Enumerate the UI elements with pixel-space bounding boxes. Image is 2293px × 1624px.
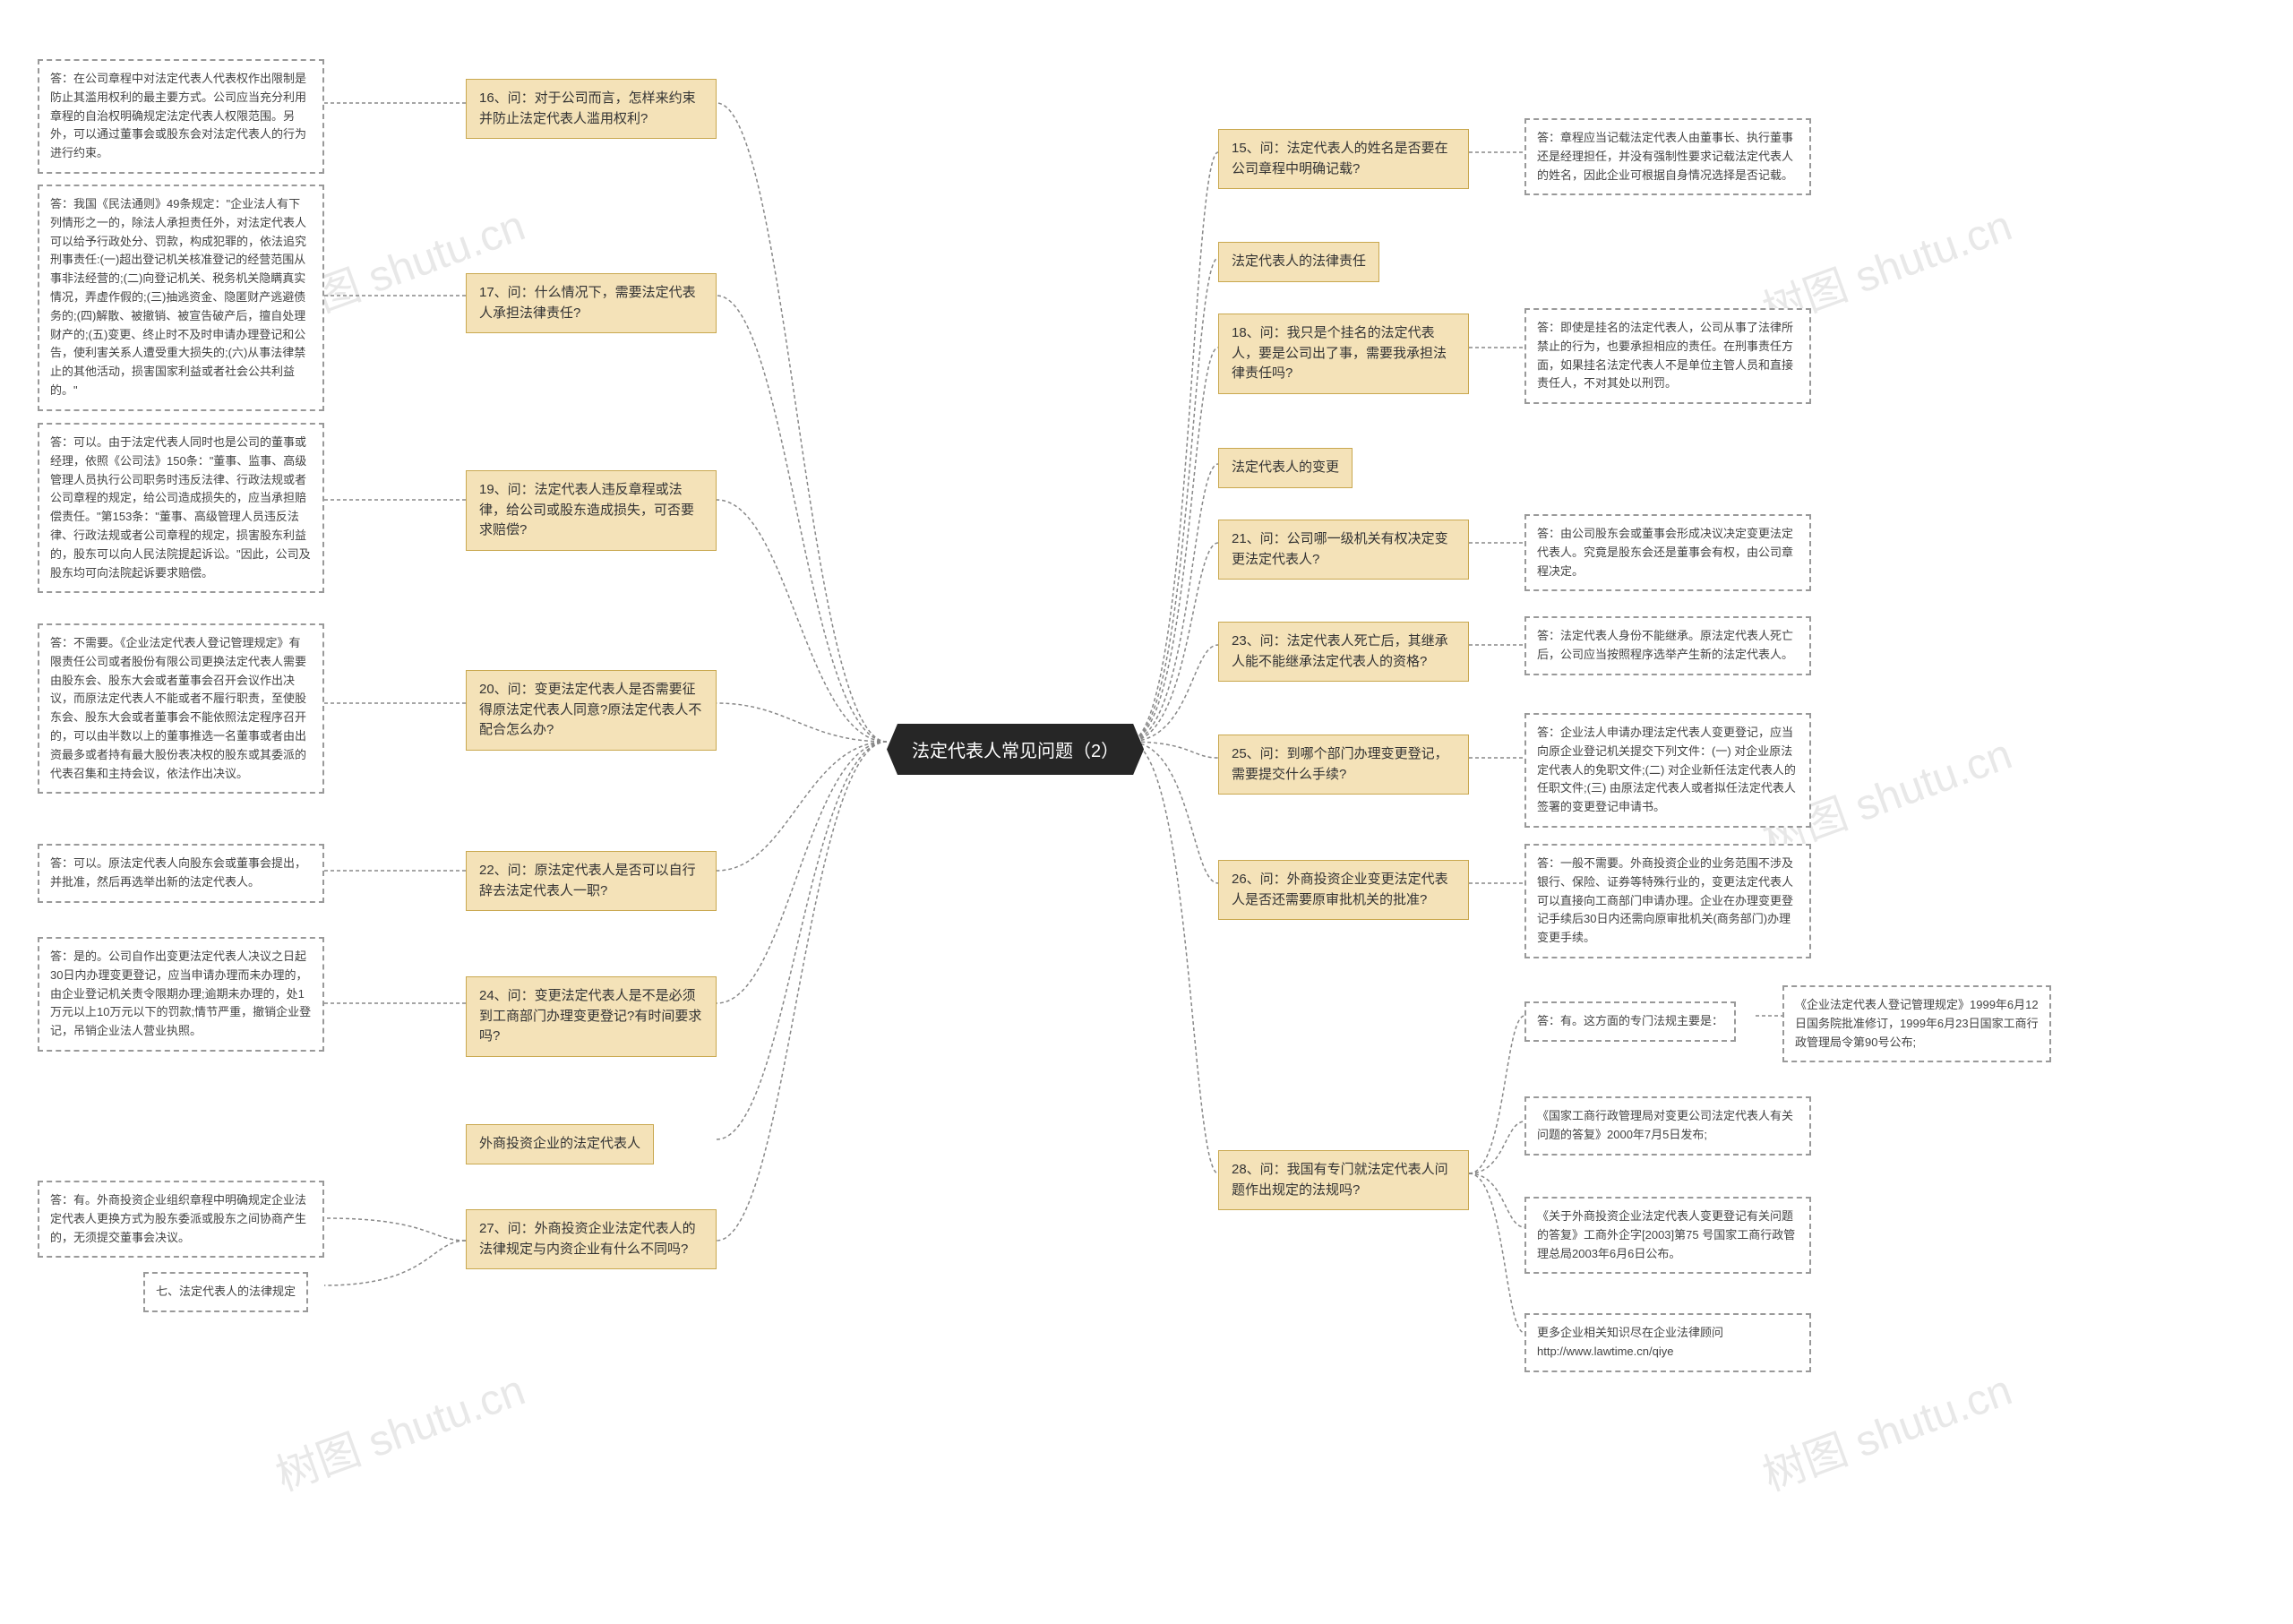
q26: 26、问：外商投资企业变更法定代表人是否还需要原审批机关的批准? bbox=[1218, 860, 1469, 920]
a28d: 《关于外商投资企业法定代表人变更登记有关问题的答复》工商外企字[2003]第75… bbox=[1524, 1197, 1811, 1274]
a27b: 七、法定代表人的法律规定 bbox=[143, 1272, 308, 1312]
q27: 27、问：外商投资企业法定代表人的法律规定与内资企业有什么不同吗? bbox=[466, 1209, 717, 1269]
q17: 17、问：什么情况下，需要法定代表人承担法律责任? bbox=[466, 273, 717, 333]
q19: 19、问：法定代表人违反章程或法律，给公司或股东造成损失，可否要求赔偿? bbox=[466, 470, 717, 551]
q15: 15、问：法定代表人的姓名是否要在公司章程中明确记载? bbox=[1218, 129, 1469, 189]
a24: 答：是的。公司自作出变更法定代表人决议之日起30日内办理变更登记，应当申请办理而… bbox=[38, 937, 324, 1052]
q28: 28、问：我国有专门就法定代表人问题作出规定的法规吗? bbox=[1218, 1150, 1469, 1210]
a28c: 《国家工商行政管理局对变更公司法定代表人有关问题的答复》2000年7月5日发布; bbox=[1524, 1096, 1811, 1156]
q21: 21、问：公司哪一级机关有权决定变更法定代表人? bbox=[1218, 520, 1469, 580]
a17: 答：我国《民法通则》49条规定："企业法人有下列情形之一的，除法人承担责任外，对… bbox=[38, 185, 324, 411]
a16: 答：在公司章程中对法定代表人代表权作出限制是防止其滥用权利的最主要方式。公司应当… bbox=[38, 59, 324, 174]
q22: 22、问：原法定代表人是否可以自行辞去法定代表人一职? bbox=[466, 851, 717, 911]
a15: 答：章程应当记载法定代表人由董事长、执行董事还是经理担任，并没有强制性要求记载法… bbox=[1524, 118, 1811, 195]
connector-lines bbox=[0, 0, 2293, 1624]
a18: 答：即使是挂名的法定代表人，公司从事了法律所禁止的行为，也要承担相应的责任。在刑… bbox=[1524, 308, 1811, 404]
a28e: 更多企业相关知识尽在企业法律顾问http://www.lawtime.cn/qi… bbox=[1524, 1313, 1811, 1372]
a26: 答：一般不需要。外商投资企业的业务范围不涉及银行、保险、证券等特殊行业的，变更法… bbox=[1524, 844, 1811, 958]
a23: 答：法定代表人身份不能继承。原法定代表人死亡后，公司应当按照程序选举产生新的法定… bbox=[1524, 616, 1811, 675]
a22: 答：可以。原法定代表人向股东会或董事会提出，并批准，然后再选举出新的法定代表人。 bbox=[38, 844, 324, 903]
q18: 18、问：我只是个挂名的法定代表人，要是公司出了事，需要我承担法律责任吗? bbox=[1218, 314, 1469, 394]
q20: 20、问：变更法定代表人是否需要征得原法定代表人同意?原法定代表人不配合怎么办? bbox=[466, 670, 717, 751]
a20: 答：不需要。《企业法定代表人登记管理规定》有限责任公司或者股份有限公司更换法定代… bbox=[38, 623, 324, 794]
title-foreign: 外商投资企业的法定代表人 bbox=[466, 1124, 654, 1164]
q24: 24、问：变更法定代表人是不是必须到工商部门办理变更登记?有时间要求吗? bbox=[466, 976, 717, 1057]
q23: 23、问：法定代表人死亡后，其继承人能不能继承法定代表人的资格? bbox=[1218, 622, 1469, 682]
q25: 25、问：到哪个部门办理变更登记，需要提交什么手续? bbox=[1218, 735, 1469, 795]
root-node: 法定代表人常见问题（2） bbox=[887, 724, 1144, 775]
title-change: 法定代表人的变更 bbox=[1218, 448, 1353, 488]
a28b: 《企业法定代表人登记管理规定》1999年6月12日国务院批准修订，1999年6月… bbox=[1782, 985, 2051, 1062]
title-liability: 法定代表人的法律责任 bbox=[1218, 242, 1379, 282]
a25: 答：企业法人申请办理法定代表人变更登记，应当向原企业登记机关提交下列文件：(一)… bbox=[1524, 713, 1811, 828]
a27a: 答：有。外商投资企业组织章程中明确规定企业法定代表人更换方式为股东委派或股东之间… bbox=[38, 1181, 324, 1258]
a28a: 答：有。这方面的专门法规主要是： bbox=[1524, 1001, 1736, 1042]
a21: 答：由公司股东会或董事会形成决议决定变更法定代表人。究竟是股东会还是董事会有权，… bbox=[1524, 514, 1811, 591]
a19: 答：可以。由于法定代表人同时也是公司的董事或经理，依照《公司法》150条："董事… bbox=[38, 423, 324, 593]
watermark: 树图 shutu.cn bbox=[1753, 1354, 2019, 1502]
watermark: 树图 shutu.cn bbox=[266, 1354, 532, 1502]
q16: 16、问：对于公司而言，怎样来约束并防止法定代表人滥用权利? bbox=[466, 79, 717, 139]
